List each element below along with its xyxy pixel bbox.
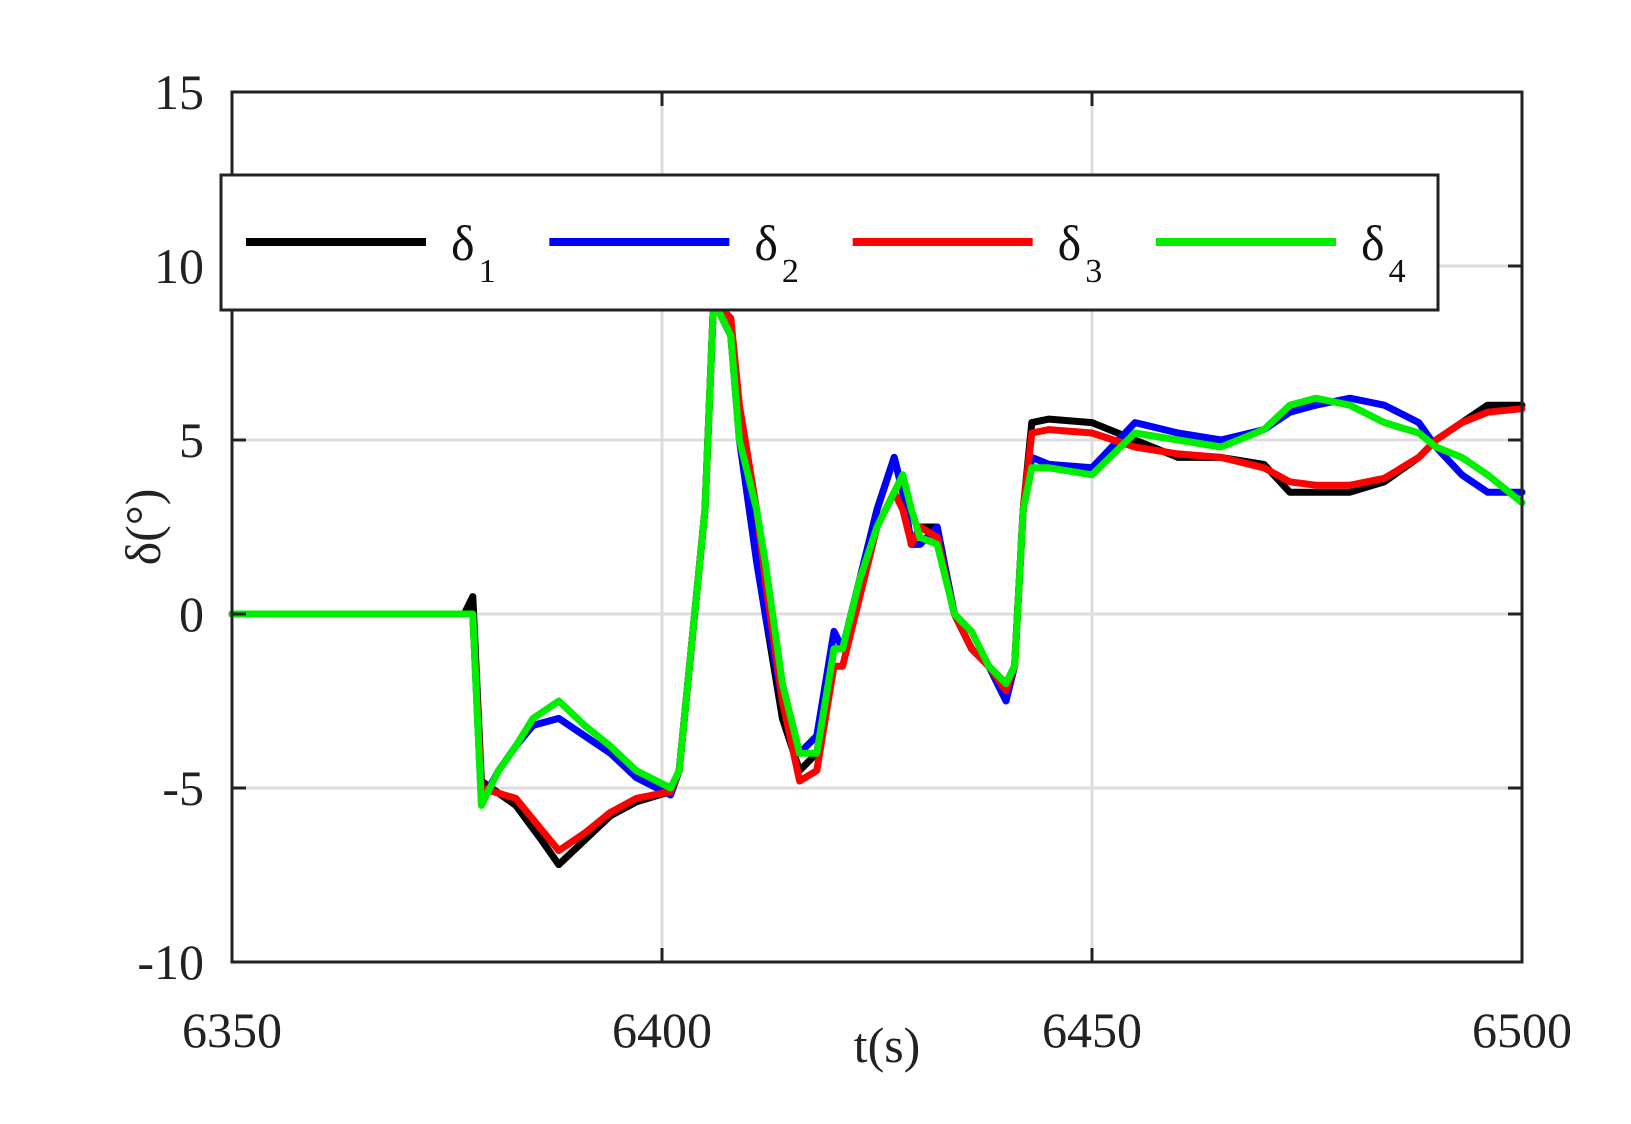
- legend-label-1: δ1: [451, 215, 496, 290]
- legend-label-4: δ4: [1361, 215, 1406, 290]
- ticks: [230, 90, 1524, 964]
- tick-labels: 6350 6400 6450 6500 -10 -5 0 5 10 15: [137, 64, 1572, 1058]
- y-tick-label: 5: [179, 412, 204, 468]
- series-line-4: [228, 297, 1526, 809]
- y-axis-label: δ(°): [115, 489, 171, 566]
- series-group: [228, 297, 1526, 869]
- y-tick-label: 0: [179, 586, 204, 642]
- plot-frame: [230, 90, 1524, 964]
- legend-label-2: δ2: [754, 215, 799, 290]
- x-tick-label: 6350: [182, 1002, 282, 1058]
- series-line-3: [228, 297, 1526, 855]
- legend: δ1 δ2 δ3 δ4: [219, 173, 1440, 312]
- y-tick-label: 10: [154, 238, 204, 294]
- y-tick-label: 15: [154, 64, 204, 120]
- x-tick-label: 6450: [1042, 1002, 1142, 1058]
- x-tick-label: 6400: [612, 1002, 712, 1058]
- legend-label-3: δ3: [1058, 215, 1103, 290]
- y-tick-label: -5: [162, 760, 204, 816]
- x-tick-label: 6500: [1472, 1002, 1572, 1058]
- y-tick-label: -10: [137, 934, 204, 990]
- x-axis-label: t(s): [854, 1017, 921, 1073]
